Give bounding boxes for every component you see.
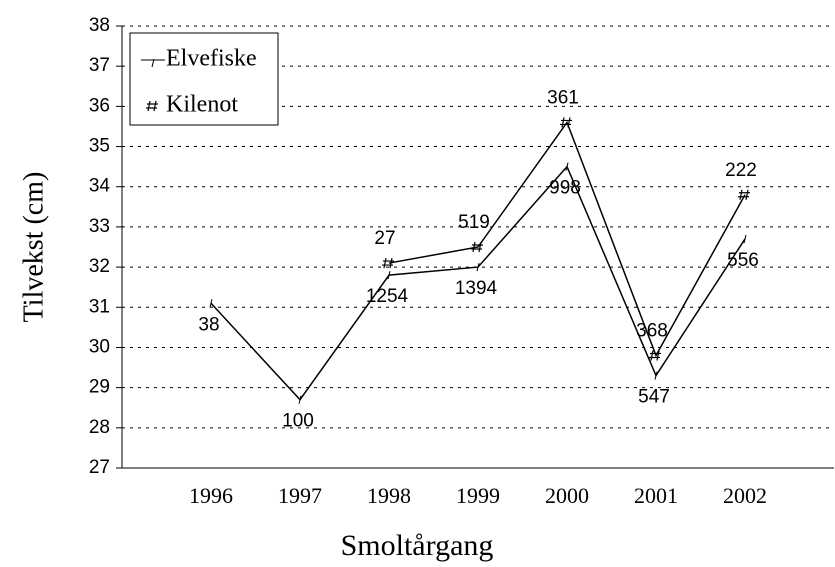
point-marker — [565, 162, 569, 171]
x-tick-label: 1999 — [456, 483, 500, 508]
y-tick-label: 31 — [89, 296, 110, 317]
sample-size-label: 1394 — [455, 278, 498, 299]
x-axis-title: Smoltårgang — [341, 529, 494, 562]
x-tick-label: 2002 — [723, 483, 767, 508]
point-marker — [298, 395, 302, 404]
point-marker — [151, 58, 155, 68]
sample-size-label: 1254 — [366, 286, 409, 307]
y-axis-title: Tilvekst (cm) — [18, 172, 49, 323]
point-marker — [476, 262, 480, 272]
y-tick-label: 33 — [89, 216, 110, 237]
y-tick-label: 30 — [89, 336, 110, 357]
sample-size-label: 998 — [549, 178, 581, 199]
point-marker — [738, 189, 750, 200]
y-tick-label: 27 — [89, 457, 110, 478]
point-marker — [649, 350, 661, 361]
y-tick-label: 38 — [89, 15, 110, 36]
legend-label: Kilenot — [166, 92, 238, 118]
legend-label: Elvefiske — [166, 46, 257, 72]
point-marker — [387, 271, 391, 280]
x-tick-label: 2000 — [545, 483, 589, 508]
sample-size-label: 100 — [282, 411, 314, 432]
x-tick-label: 1997 — [278, 483, 322, 508]
point-marker — [209, 299, 213, 308]
y-tick-label: 32 — [89, 256, 110, 277]
y-tick-label: 35 — [89, 136, 110, 157]
y-tick-label: 29 — [89, 377, 110, 398]
series-line — [388, 120, 746, 358]
x-tick-label: 2001 — [634, 483, 678, 508]
point-marker — [654, 371, 658, 380]
point-marker — [382, 257, 394, 269]
sample-size-label: 519 — [458, 212, 490, 233]
sample-size-label: 368 — [636, 321, 668, 342]
point-marker — [743, 234, 747, 244]
y-tick-label: 36 — [89, 95, 110, 116]
x-tick-label: 1998 — [367, 483, 411, 508]
sample-size-label: 27 — [374, 228, 395, 249]
sample-size-label: 556 — [727, 250, 759, 271]
point-marker — [146, 100, 158, 112]
y-tick-label: 34 — [89, 176, 111, 197]
x-tick-label: 1996 — [189, 483, 233, 508]
point-marker — [560, 117, 572, 128]
sample-size-label: 222 — [725, 160, 757, 181]
y-tick-label: 37 — [89, 55, 110, 76]
sample-size-label: 361 — [547, 87, 579, 108]
y-tick-label: 28 — [89, 417, 110, 438]
sample-size-label: 547 — [638, 387, 670, 408]
sample-size-label: 38 — [198, 314, 219, 335]
point-marker — [471, 241, 483, 253]
